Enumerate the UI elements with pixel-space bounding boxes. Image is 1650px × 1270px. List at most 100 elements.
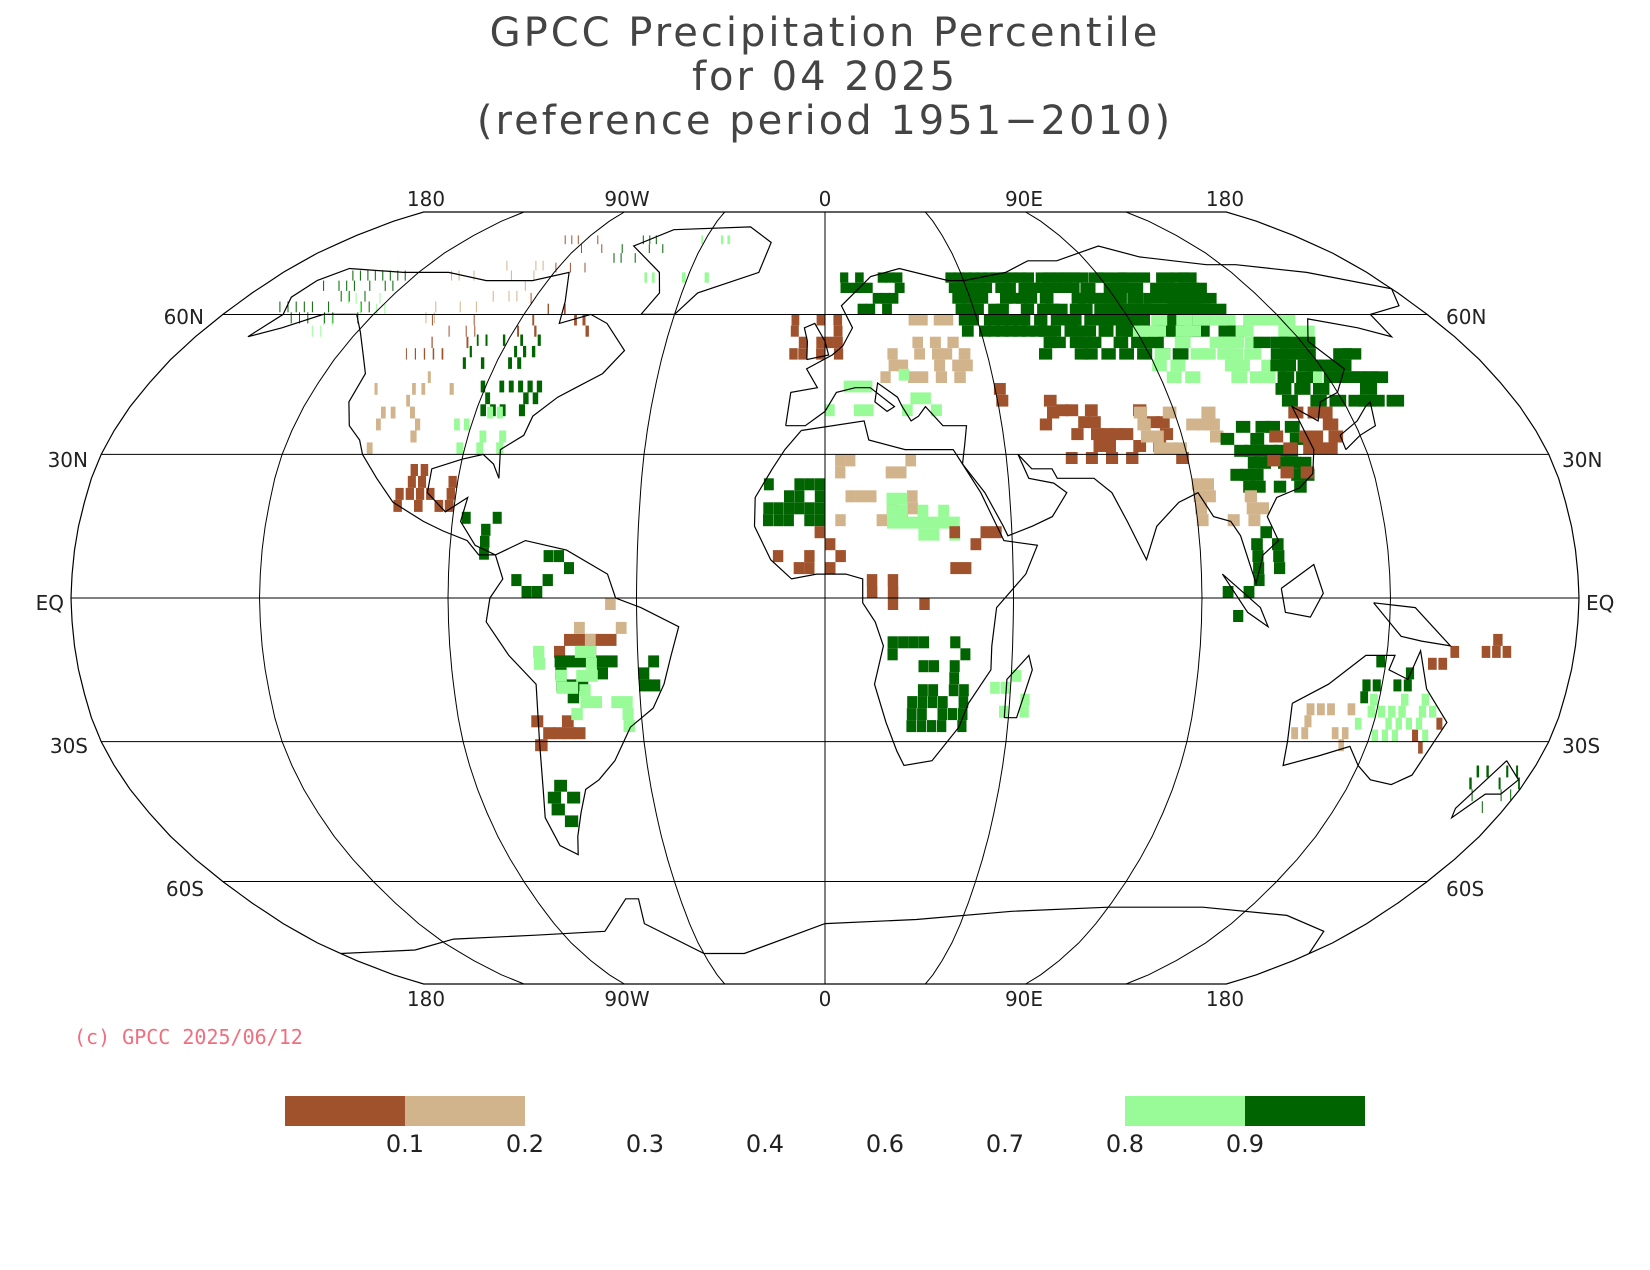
- percentile-cell: [1205, 418, 1220, 431]
- percentile-cell: [1307, 406, 1323, 419]
- percentile-cell: [1257, 502, 1269, 515]
- percentile-cell: [773, 502, 784, 515]
- percentile-cell: [555, 669, 567, 682]
- percentile-cell: [433, 312, 435, 324]
- percentile-cell: [887, 636, 898, 649]
- percentile-cell: [533, 645, 545, 658]
- percentile-cell: [374, 270, 376, 281]
- percentile-cell: [930, 404, 942, 417]
- coastline: [1450, 760, 1520, 820]
- percentile-cell: [1481, 645, 1491, 658]
- percentile-cell: [563, 303, 566, 315]
- percentile-cell: [814, 478, 825, 491]
- percentile-cell: [898, 636, 909, 649]
- percentile-cell: [882, 303, 892, 315]
- percentile-cell: [885, 272, 895, 283]
- percentile-cell: [523, 392, 529, 405]
- percentile-cell: [1003, 282, 1016, 293]
- percentile-cell: [968, 272, 980, 283]
- percentile-cell: [307, 312, 309, 324]
- percentile-cell: [434, 499, 444, 512]
- percentile-cell: [1184, 325, 1201, 337]
- lat-label-30n-left: 30N: [48, 448, 88, 472]
- percentile-cell: [895, 466, 907, 479]
- percentile-cell: [1294, 383, 1311, 395]
- percentile-cell: [1094, 303, 1110, 315]
- percentile-cell: [1153, 442, 1167, 455]
- percentile-cell: [1403, 679, 1412, 692]
- percentile-cell: [655, 235, 657, 245]
- latitude-labels-right: 60N 30N EQ 30S 60S: [1446, 305, 1614, 901]
- lon-label-90e-bottom: 90E: [1005, 987, 1043, 1011]
- percentile-cell: [938, 696, 948, 709]
- percentile-cell: [1035, 272, 1050, 283]
- percentile-cell: [993, 383, 1006, 395]
- percentile-cell: [1005, 272, 1019, 283]
- percentile-cell: [474, 325, 476, 337]
- percentile-cell: [1235, 420, 1251, 433]
- percentile-cell: [1253, 480, 1266, 493]
- lat-label-60s-right: 60S: [1446, 877, 1484, 901]
- lat-label-60s-left: 60S: [166, 877, 204, 901]
- percentile-cell: [615, 621, 627, 634]
- percentile-cell: [323, 314, 325, 326]
- percentile-cell: [1469, 777, 1472, 790]
- percentile-cell: [960, 648, 971, 661]
- percentile-cell: [295, 301, 297, 313]
- percentile-cell: [1201, 406, 1216, 419]
- percentile-cell: [1078, 416, 1091, 429]
- percentile-cell: [1395, 717, 1402, 730]
- legend-swatch: [285, 1096, 405, 1126]
- percentile-cell: [1193, 314, 1210, 326]
- percentile-cell: [794, 490, 805, 503]
- percentile-cell: [620, 253, 622, 263]
- percentile-cell: [571, 708, 583, 721]
- percentile-cell: [485, 334, 488, 346]
- title-line-3: (reference period 1951−2010): [477, 98, 1173, 144]
- percentile-cell: [1065, 272, 1081, 283]
- percentile-cell: [1246, 502, 1259, 515]
- percentile-cell: [1227, 514, 1240, 527]
- percentile-cell: [582, 314, 586, 326]
- percentile-cell: [947, 708, 958, 721]
- meridian-line: [1125, 211, 1392, 985]
- percentile-cell: [1291, 727, 1299, 740]
- percentile-cell: [410, 430, 417, 443]
- percentile-cell: [1043, 394, 1057, 407]
- percentile-cell: [392, 280, 394, 291]
- percentile-cell: [605, 598, 616, 610]
- percentile-cell: [1331, 727, 1339, 740]
- percentile-cell: [299, 312, 300, 324]
- percentile-cell: [1253, 336, 1271, 349]
- percentile-cell: [524, 280, 526, 291]
- percentile-cell: [960, 292, 972, 304]
- percentile-cell: [928, 528, 940, 541]
- percentile-cell: [856, 282, 865, 293]
- percentile-cell: [955, 303, 968, 315]
- percentile-cell: [355, 292, 357, 304]
- percentile-cell: [1095, 292, 1111, 304]
- percentile-cell: [1073, 272, 1089, 283]
- percentile-cell: [384, 303, 386, 315]
- percentile-cell: [1288, 456, 1302, 469]
- percentile-cell: [833, 314, 843, 326]
- percentile-cell: [843, 380, 854, 393]
- percentile-cell: [364, 290, 366, 302]
- percentile-cell: [480, 535, 490, 548]
- percentile-cell: [918, 528, 930, 541]
- percentile-cell: [499, 380, 505, 393]
- percentile-cell: [880, 371, 891, 383]
- percentile-cell: [1146, 416, 1160, 429]
- percentile-cell: [1131, 336, 1146, 349]
- percentile-cell: [441, 348, 444, 360]
- percentile-cell: [1162, 406, 1177, 419]
- percentile-cell: [1050, 314, 1065, 326]
- percentile-cell: [1106, 452, 1119, 464]
- percentile-cell: [954, 371, 966, 383]
- percentile-cell: [376, 418, 381, 431]
- percentile-cell: [536, 380, 543, 393]
- percentile-cell: [574, 633, 586, 646]
- percentile-cell: [919, 392, 931, 405]
- percentile-cell: [1376, 655, 1386, 668]
- percentile-cell: [1222, 586, 1234, 598]
